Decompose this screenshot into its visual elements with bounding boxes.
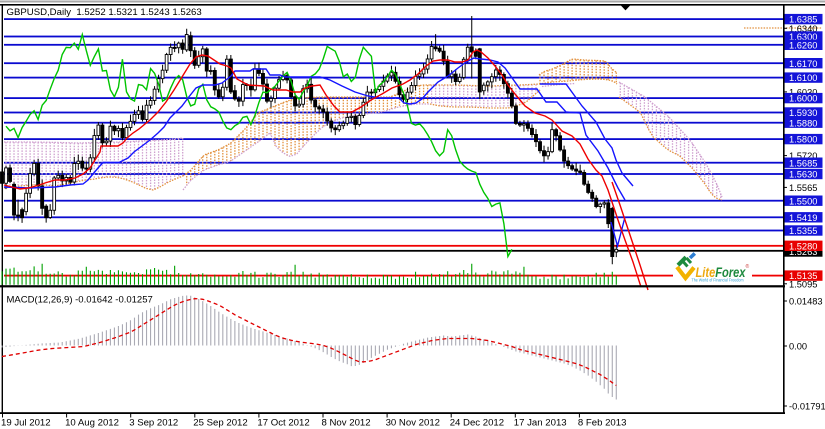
svg-text:1.6340: 1.6340	[789, 24, 817, 34]
svg-text:-0.01791: -0.01791	[789, 402, 825, 412]
svg-text:1.5720: 1.5720	[789, 151, 817, 161]
svg-text:25 Sep 2012: 25 Sep 2012	[193, 418, 247, 429]
svg-text:17 Jan 2013: 17 Jan 2013	[514, 418, 567, 429]
svg-text:30 Nov 2012: 30 Nov 2012	[386, 418, 440, 429]
svg-text:LiteForex: LiteForex	[696, 265, 747, 280]
svg-text:3 Sep 2012: 3 Sep 2012	[129, 418, 178, 429]
svg-text:0.01483: 0.01483	[789, 297, 823, 307]
svg-text:1.5565: 1.5565	[789, 183, 817, 193]
svg-text:24 Dec 2012: 24 Dec 2012	[450, 418, 504, 429]
svg-text:The World of Financial Freedom: The World of Financial Freedom	[692, 277, 744, 282]
svg-text:8 Nov 2012: 8 Nov 2012	[322, 418, 371, 429]
svg-text:1.6300: 1.6300	[789, 32, 817, 42]
svg-text:1.5930: 1.5930	[789, 108, 817, 118]
svg-text:1.6000: 1.6000	[789, 94, 817, 104]
svg-text:MACD(12,26,9) -0.01642 -0.0125: MACD(12,26,9) -0.01642 -0.01257	[7, 295, 153, 306]
svg-text:1.5135: 1.5135	[789, 271, 817, 281]
svg-text:8 Feb 2013: 8 Feb 2013	[578, 418, 627, 429]
svg-text:1.5500: 1.5500	[789, 196, 817, 206]
svg-text:1.6170: 1.6170	[789, 59, 817, 69]
svg-text:0.00: 0.00	[789, 342, 807, 352]
svg-text:®: ®	[746, 263, 750, 270]
svg-text:1.5685: 1.5685	[789, 158, 817, 168]
svg-text:1.6385: 1.6385	[789, 15, 817, 25]
svg-text:1.6100: 1.6100	[789, 73, 817, 83]
svg-text:GBPUSD,Daily 1.5252 1.5321 1.: GBPUSD,Daily 1.5252 1.5321 1.5243 1.5263	[7, 7, 202, 18]
svg-text:19 Jul 2012: 19 Jul 2012	[1, 418, 51, 429]
svg-text:1.5800: 1.5800	[789, 135, 817, 145]
svg-text:1.5630: 1.5630	[789, 170, 817, 180]
svg-text:10 Aug 2012: 10 Aug 2012	[65, 418, 119, 429]
svg-text:1.5280: 1.5280	[789, 241, 817, 251]
svg-text:1.5095: 1.5095	[789, 279, 817, 289]
svg-text:1.5419: 1.5419	[789, 213, 817, 223]
svg-text:17 Oct 2012: 17 Oct 2012	[257, 418, 309, 429]
svg-text:1.5355: 1.5355	[789, 226, 817, 236]
svg-text:1.6030: 1.6030	[789, 88, 817, 98]
svg-text:1.6260: 1.6260	[789, 40, 817, 50]
svg-text:1.5880: 1.5880	[789, 118, 817, 128]
svg-text:1.5263: 1.5263	[789, 247, 817, 257]
